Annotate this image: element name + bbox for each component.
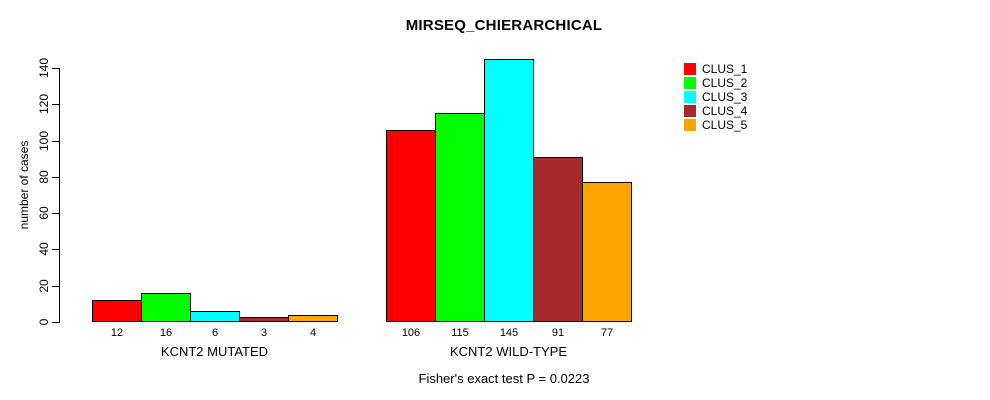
bar-clus_1-group2 — [386, 129, 436, 322]
bar-clus_3-group1 — [190, 311, 240, 322]
y-axis-tick — [52, 68, 59, 69]
legend-item: CLUS_4 — [684, 104, 747, 118]
y-tick-label: 60 — [37, 206, 51, 220]
bar-value-label: 145 — [499, 327, 519, 339]
y-tick-label: 100 — [37, 130, 51, 151]
bar-clus_1-group1 — [92, 300, 142, 322]
y-axis-tick — [52, 249, 59, 251]
y-axis-tick — [52, 104, 59, 106]
bar-value-label: 106 — [401, 327, 421, 339]
bar-value-label: 91 — [551, 327, 565, 339]
bar-clus_5-group1 — [288, 314, 338, 322]
legend-item: CLUS_2 — [684, 76, 747, 90]
legend-label: CLUS_2 — [702, 76, 748, 90]
bar-value-label: 115 — [451, 327, 469, 339]
legend-item: CLUS_3 — [684, 90, 747, 104]
bar-value-label: 4 — [309, 327, 317, 339]
bar-value-label: 16 — [159, 327, 173, 339]
legend-label: CLUS_4 — [702, 104, 748, 118]
bar-value-label: 12 — [110, 327, 124, 339]
y-axis-tick — [52, 140, 59, 142]
legend-swatch-clus_5 — [684, 119, 696, 131]
bar-clus_3-group2 — [484, 58, 534, 322]
fisher-test-note: Fisher's exact test P = 0.0223 — [418, 371, 590, 386]
bar-clus_4-group1 — [239, 316, 289, 322]
legend-swatch-clus_4 — [684, 105, 696, 117]
bar-value-label: 6 — [211, 327, 219, 339]
legend-item: CLUS_1 — [684, 62, 747, 76]
legend-item: CLUS_5 — [684, 118, 747, 132]
legend-label: CLUS_1 — [702, 62, 748, 76]
y-tick-label: 0 — [37, 318, 51, 326]
legend-label: CLUS_5 — [702, 118, 748, 132]
x-axis-group-label: KCNT2 WILD-TYPE — [449, 344, 567, 359]
y-axis-tick — [52, 285, 59, 287]
y-axis-line — [59, 68, 60, 323]
y-tick-label: 40 — [37, 242, 51, 257]
bar-clus_2-group1 — [141, 292, 191, 322]
y-tick-label: 120 — [37, 94, 51, 115]
y-tick-label: 80 — [37, 170, 51, 184]
bar-clus_4-group2 — [533, 156, 583, 322]
y-axis-label: number of cases — [17, 140, 31, 230]
legend-swatch-clus_1 — [684, 63, 696, 75]
bar-value-label: 3 — [260, 327, 268, 339]
bar-clus_5-group2 — [582, 182, 632, 322]
chart-title: MIRSEQ_CHIERARCHICAL — [405, 17, 603, 34]
y-axis-tick — [52, 213, 59, 215]
y-axis-tick — [52, 176, 59, 178]
x-axis-group-label: KCNT2 MUTATED — [160, 344, 269, 359]
y-tick-label: 20 — [37, 279, 51, 293]
y-tick-label: 140 — [37, 57, 51, 79]
legend: CLUS_1 CLUS_2 CLUS_3 CLUS_4 CLUS_5 — [684, 62, 747, 132]
y-axis-tick — [52, 322, 59, 323]
bar-value-label: 77 — [600, 327, 614, 339]
legend-swatch-clus_3 — [684, 91, 696, 103]
legend-label: CLUS_3 — [702, 90, 748, 104]
legend-swatch-clus_2 — [684, 77, 696, 89]
bar-clus_2-group2 — [435, 113, 485, 322]
